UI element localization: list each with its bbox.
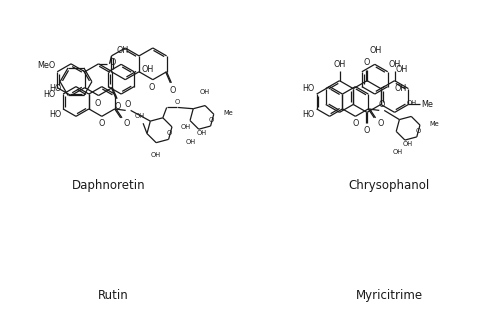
Text: OH: OH xyxy=(186,139,196,145)
Text: HO: HO xyxy=(302,84,314,93)
Text: O: O xyxy=(148,83,155,92)
Text: OH: OH xyxy=(135,113,145,119)
Text: Me: Me xyxy=(422,100,434,109)
Text: Me: Me xyxy=(430,121,440,127)
Text: OH: OH xyxy=(406,100,416,106)
Text: HO: HO xyxy=(49,84,61,93)
Text: Daphnoretin: Daphnoretin xyxy=(72,179,146,192)
Text: O: O xyxy=(352,119,358,128)
Text: Me: Me xyxy=(224,110,234,116)
Text: O: O xyxy=(364,127,370,136)
Text: O: O xyxy=(378,100,384,109)
Text: OH: OH xyxy=(370,46,382,55)
Text: O: O xyxy=(124,119,130,128)
Text: OH: OH xyxy=(196,130,206,136)
Text: O: O xyxy=(415,128,420,134)
Text: OH: OH xyxy=(180,124,190,130)
Text: O: O xyxy=(94,99,101,108)
Text: O: O xyxy=(209,117,214,123)
Text: O: O xyxy=(174,99,180,104)
Text: O: O xyxy=(115,102,121,111)
Text: HO: HO xyxy=(302,110,314,119)
Text: O: O xyxy=(98,119,105,128)
Text: HO: HO xyxy=(43,90,55,99)
Text: Rutin: Rutin xyxy=(98,289,128,302)
Text: OH: OH xyxy=(392,150,402,156)
Text: OH: OH xyxy=(151,152,161,158)
Text: O: O xyxy=(124,100,131,109)
Text: OH: OH xyxy=(200,89,210,95)
Text: O: O xyxy=(167,130,172,136)
Text: HO: HO xyxy=(49,110,61,119)
Text: Myricitrime: Myricitrime xyxy=(356,289,423,302)
Text: O: O xyxy=(378,119,384,128)
Text: OH: OH xyxy=(334,60,345,69)
Text: OH: OH xyxy=(394,84,406,93)
Text: OH: OH xyxy=(142,65,154,74)
Text: OH: OH xyxy=(395,65,407,74)
Text: OH: OH xyxy=(402,141,413,147)
Text: O: O xyxy=(110,58,116,67)
Text: O: O xyxy=(169,86,175,95)
Text: O: O xyxy=(364,58,370,67)
Text: MeO: MeO xyxy=(37,61,55,70)
Text: OH: OH xyxy=(116,46,128,55)
Text: OH: OH xyxy=(388,60,400,69)
Text: Chrysophanol: Chrysophanol xyxy=(348,179,430,192)
